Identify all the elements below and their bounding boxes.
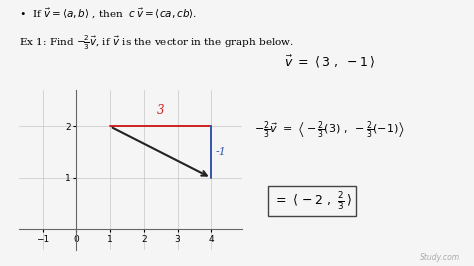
- Text: -1: -1: [215, 147, 226, 157]
- Text: $\vec{v}\ =\ \langle\,3\ ,\ -1\,\rangle$: $\vec{v}\ =\ \langle\,3\ ,\ -1\,\rangle$: [284, 53, 376, 70]
- Text: Ex 1: Find $-\!\frac{2}{3}\vec{v}$, if $\vec{v}$ is the vector in the graph belo: Ex 1: Find $-\!\frac{2}{3}\vec{v}$, if $…: [19, 33, 294, 52]
- Text: Study.com: Study.com: [419, 253, 460, 262]
- Text: 3: 3: [157, 104, 164, 117]
- Text: $=\ \langle\,-2\ ,\ \frac{2}{3}\,\rangle$: $=\ \langle\,-2\ ,\ \frac{2}{3}\,\rangle…: [273, 190, 352, 212]
- Text: $\bullet$  If $\vec{v} = \langle a,b \rangle$ , then  $c\,\vec{v} = \langle ca, : $\bullet$ If $\vec{v} = \langle a,b \ran…: [19, 7, 197, 21]
- Text: $-\frac{2}{3}\vec{v}\ =\ \left\langle -\frac{2}{3}(3)\ ,\ -\frac{2}{3}(-1)\right: $-\frac{2}{3}\vec{v}\ =\ \left\langle -\…: [254, 120, 405, 141]
